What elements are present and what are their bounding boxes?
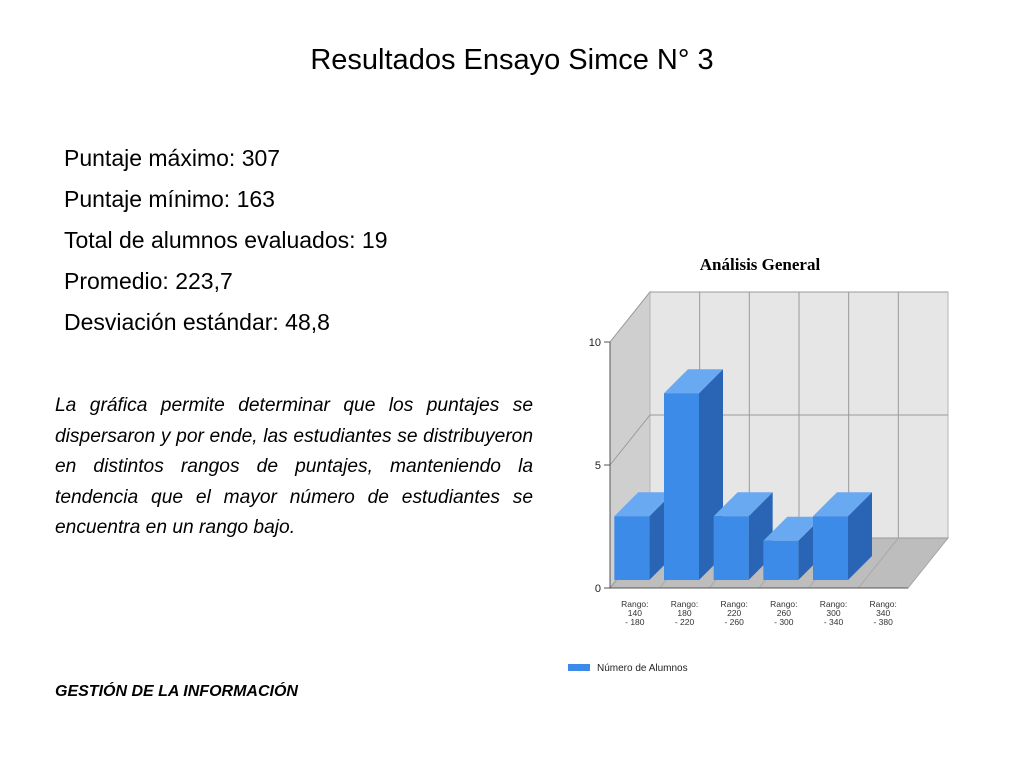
chart-title: Análisis General (700, 255, 821, 274)
y-tick-label: 10 (589, 337, 601, 349)
bar-top (664, 369, 723, 394)
stat-max-score: Puntaje máximo: 307 (64, 145, 281, 171)
legend-label: Número de Alumnos (597, 663, 688, 674)
bar-top (614, 492, 674, 517)
y-tick-label: 5 (595, 460, 601, 472)
x-tick-label: Rango: 180- 220 (671, 599, 698, 627)
stats-list: Puntaje máximo: 307 Puntaje mínimo: 163 … (64, 140, 388, 345)
stat-min-score: Puntaje mínimo: 163 (64, 186, 275, 212)
slide-title: Resultados Ensayo Simce N° 3 (310, 44, 714, 76)
bar-front (664, 393, 699, 580)
bar-top (763, 516, 823, 541)
x-tick-label: Rango: 300- 340 (820, 599, 847, 627)
stat-std-dev: Desviación estándar: 48,8 (64, 309, 330, 335)
bar-4 (813, 492, 872, 580)
floor-divider (857, 537, 899, 589)
bar-front (763, 540, 799, 580)
legend-swatch (568, 664, 590, 671)
bar-top (713, 492, 773, 517)
bar-front (813, 516, 848, 580)
x-tick-label: Rango: 260- 300 (770, 599, 797, 627)
stat-total-students: Total de alumnos evaluados: 19 (64, 227, 388, 253)
bar-top (813, 492, 872, 517)
footer-label: GESTIÓN DE LA INFORMACIÓN (55, 683, 298, 700)
x-tick-label: Rango: 220- 260 (720, 599, 747, 627)
bar-front (713, 516, 749, 580)
x-tick-label: Rango: 340- 380 (869, 599, 896, 627)
bar-front (614, 516, 650, 580)
y-tick-label: 0 (595, 583, 601, 595)
chart-description: La gráfica permite determinar que los pu… (55, 395, 533, 539)
bar-chart: Análisis General 0 5 10 Rango: 140- 180 Rango:… (568, 255, 950, 674)
stat-average: Promedio: 223,7 (64, 268, 233, 294)
x-tick-label: Rango: 140- 180 (621, 599, 648, 627)
bar-side (848, 492, 872, 580)
